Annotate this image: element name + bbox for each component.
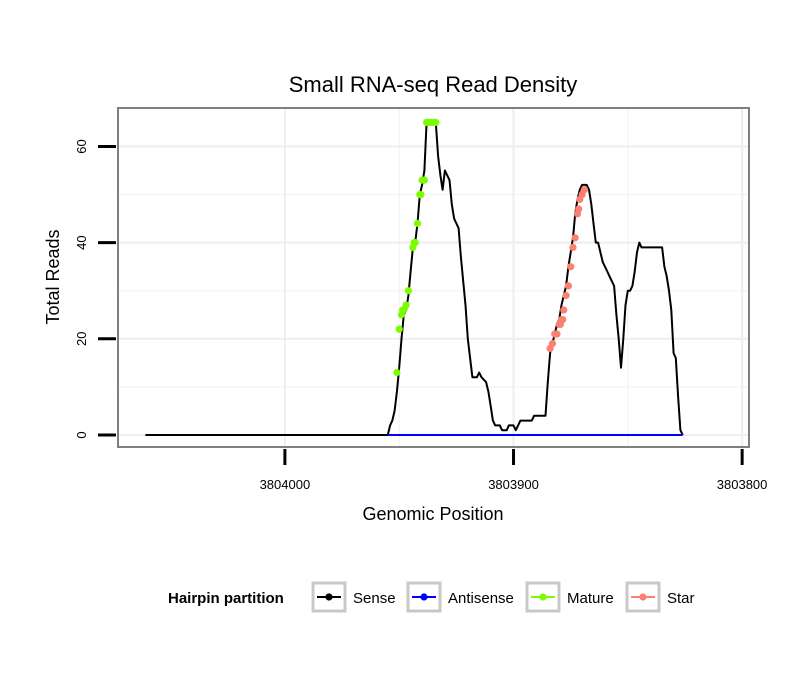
- legend-key-point: [420, 593, 428, 601]
- data-point-star: [569, 243, 577, 251]
- x-tick-label: 3803800: [717, 477, 768, 492]
- data-point-star: [553, 330, 561, 338]
- legend-item-star: Star: [625, 581, 695, 613]
- data-point-mature: [393, 368, 401, 377]
- data-point-star: [559, 316, 567, 324]
- data-point-star: [567, 263, 575, 271]
- legend-key-point: [639, 593, 647, 601]
- data-point-mature: [404, 287, 412, 295]
- y-axis-title: Total Reads: [43, 229, 63, 324]
- data-point-mature: [395, 325, 403, 333]
- series-line-sense: [145, 121, 684, 436]
- data-point-mature: [413, 219, 422, 227]
- data-point-star: [562, 291, 570, 300]
- data-point-mature: [411, 239, 419, 247]
- data-point-star: [548, 340, 557, 348]
- data-point-star: [571, 234, 579, 242]
- legend-label: Antisense: [448, 590, 514, 607]
- chart-title: Small RNA-seq Read Density: [289, 72, 578, 97]
- legend-item-sense: Sense: [311, 581, 396, 613]
- x-tick-label: 3804000: [260, 477, 311, 492]
- y-tick-label: 0: [74, 431, 89, 438]
- legend-key-point: [539, 593, 547, 601]
- data-point-mature: [420, 176, 428, 184]
- data-point-star: [580, 186, 589, 194]
- panel-border: [117, 107, 750, 448]
- legend-item-mature: Mature: [525, 581, 614, 613]
- data-point-star: [564, 282, 573, 290]
- x-tick-label: 3803900: [488, 477, 539, 492]
- legend-label: Sense: [353, 590, 396, 607]
- legend-label: Mature: [567, 590, 614, 607]
- y-tick-label: 20: [74, 332, 89, 346]
- data-point-star: [560, 306, 568, 314]
- legend-label: Star: [667, 590, 695, 607]
- legend-item-antisense: Antisense: [406, 581, 514, 613]
- legend-key-point: [325, 593, 333, 601]
- x-axis-title: Genomic Position: [362, 504, 503, 524]
- data-point-mature: [417, 191, 425, 199]
- y-tick-label: 40: [74, 235, 89, 249]
- legend: Hairpin partition Sense Antisense Mature St…: [168, 581, 695, 613]
- data-point-mature: [402, 301, 410, 309]
- y-tick-label: 60: [74, 139, 89, 153]
- data-point-star: [575, 205, 583, 213]
- data-point-mature: [432, 118, 440, 126]
- legend-title: Hairpin partition: [168, 590, 284, 607]
